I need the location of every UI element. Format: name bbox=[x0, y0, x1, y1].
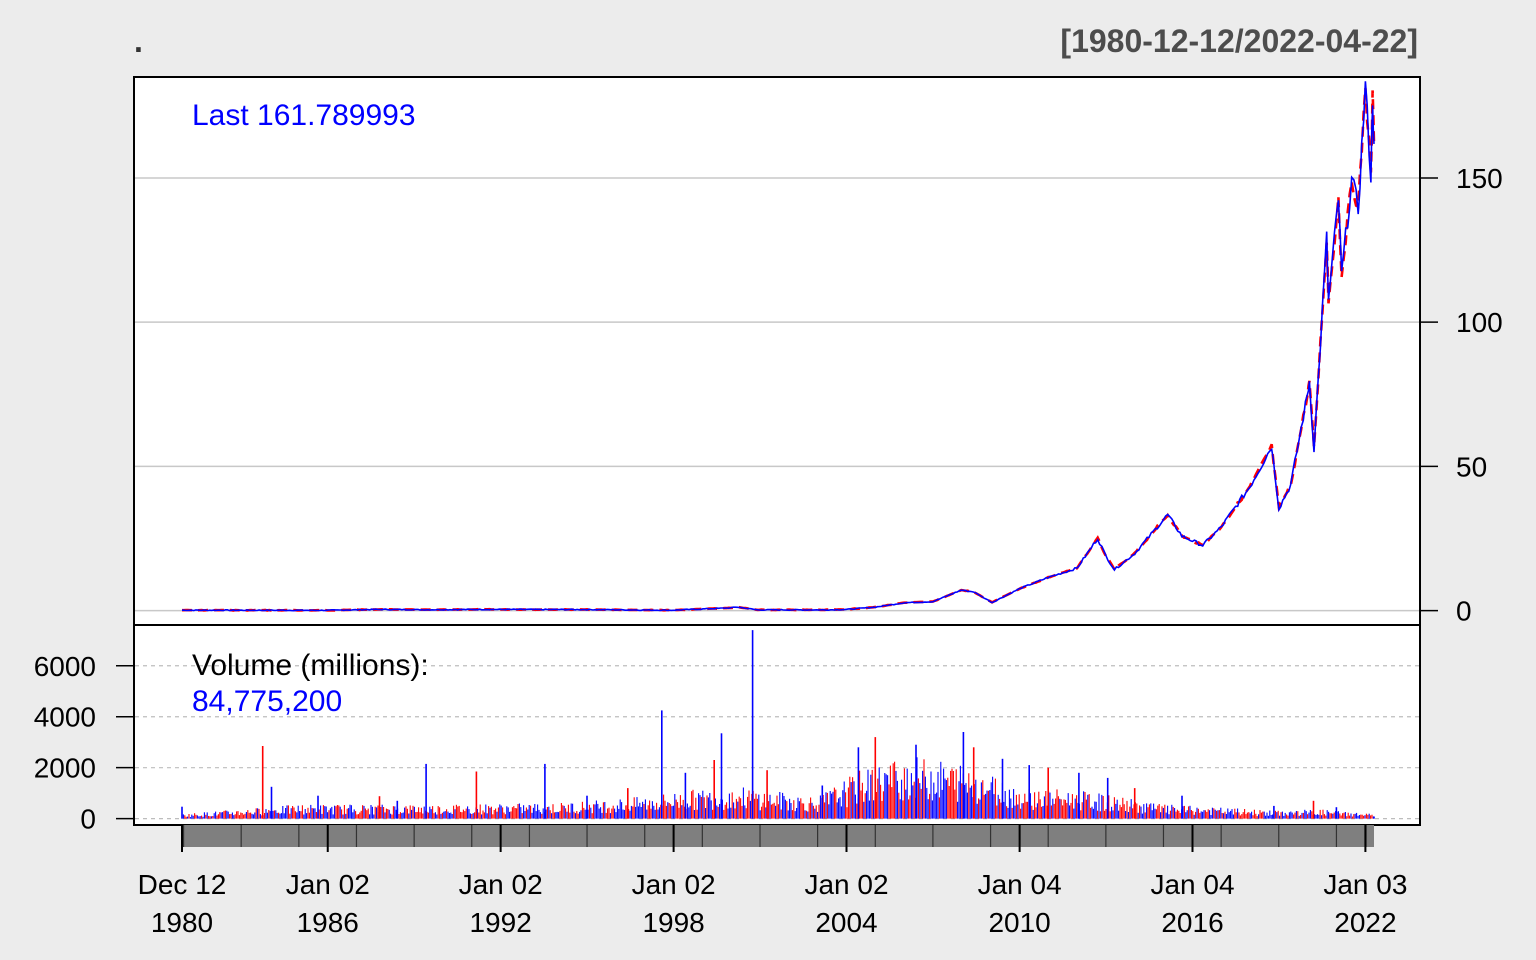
volume-last-value: 84,775,200 bbox=[192, 685, 342, 718]
price-y-tick-label: 150 bbox=[1456, 163, 1503, 194]
x-tick-label-line1: Jan 02 bbox=[459, 869, 543, 900]
volume-y-tick-label: 0 bbox=[80, 804, 96, 835]
price-y-axis: 0 50 100 150 bbox=[1420, 163, 1503, 627]
price-y-tick-label: 100 bbox=[1456, 307, 1503, 338]
x-tick-label-line2: 1980 bbox=[151, 907, 213, 938]
x-tick-label-line1: Jan 02 bbox=[804, 869, 888, 900]
x-tick-label-line1: Dec 12 bbox=[138, 869, 227, 900]
price-y-tick-label: 50 bbox=[1456, 451, 1487, 482]
x-tick-label-line1: Jan 04 bbox=[1150, 869, 1234, 900]
x-tick-label-line1: Jan 04 bbox=[978, 869, 1062, 900]
price-panel-frame bbox=[133, 76, 1421, 626]
volume-y-axis: 0 2000 4000 6000 bbox=[34, 651, 134, 835]
price-series-line-overlay bbox=[182, 81, 1375, 612]
x-axis-bar bbox=[182, 825, 1374, 847]
price-panel: 0 50 100 150 Last 161.789993 bbox=[133, 76, 1503, 627]
volume-panel: 0 2000 4000 6000 Volume (millions): 84,775,… bbox=[34, 624, 1421, 835]
x-axis-ticks bbox=[182, 825, 1367, 847]
x-axis: Dec 12 1980 Jan 02 1986 Jan 02 1992 Jan 02 1998… bbox=[138, 825, 1407, 938]
chart-title: . bbox=[134, 23, 143, 59]
x-tick-label-line1: Jan 02 bbox=[632, 869, 716, 900]
volume-y-tick-label: 6000 bbox=[34, 651, 96, 682]
x-tick-label-line2: 2016 bbox=[1161, 907, 1223, 938]
volume-bars bbox=[181, 630, 1375, 819]
x-tick-label-line1: Jan 03 bbox=[1323, 869, 1407, 900]
x-axis-labels: Dec 12 1980 Jan 02 1986 Jan 02 1992 Jan 02 1998… bbox=[138, 825, 1407, 938]
x-tick-label-line2: 1992 bbox=[469, 907, 531, 938]
x-tick-label-line2: 1998 bbox=[642, 907, 704, 938]
price-y-tick-label: 0 bbox=[1456, 596, 1472, 627]
volume-label: Volume (millions): bbox=[192, 649, 429, 682]
volume-y-tick-label: 2000 bbox=[34, 753, 96, 784]
x-tick-label-line2: 2010 bbox=[988, 907, 1050, 938]
x-tick-label-line2: 1986 bbox=[297, 907, 359, 938]
volume-panel-frame bbox=[133, 624, 1421, 826]
date-range-label: [1980-12-12/2022-04-22] bbox=[1060, 23, 1418, 59]
x-tick-label-line1: Jan 02 bbox=[286, 869, 370, 900]
last-price-label: Last 161.789993 bbox=[192, 99, 416, 132]
x-tick-label-line2: 2004 bbox=[815, 907, 877, 938]
x-tick-label-line2: 2022 bbox=[1334, 907, 1396, 938]
volume-y-tick-label: 4000 bbox=[34, 702, 96, 733]
